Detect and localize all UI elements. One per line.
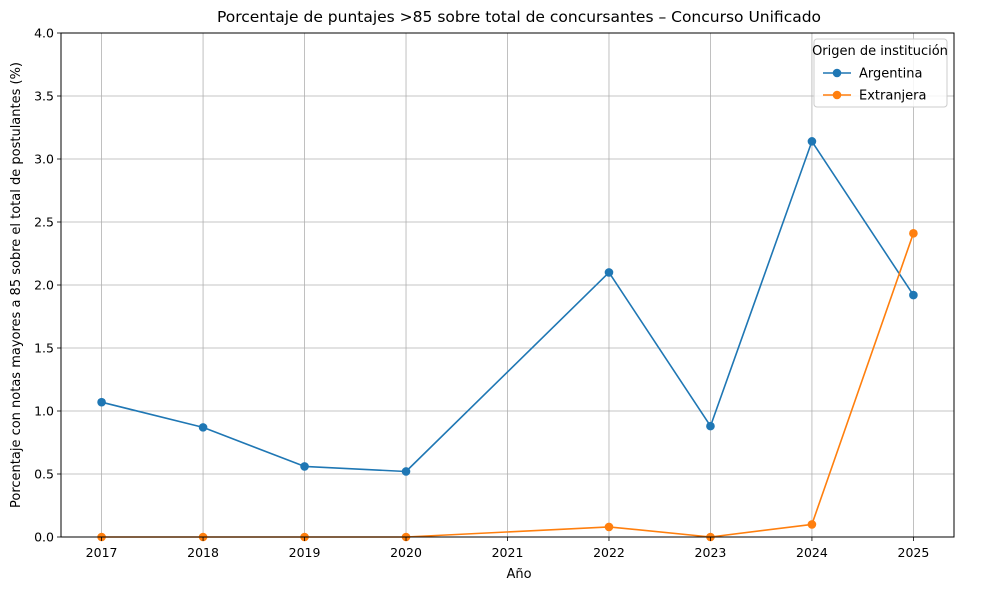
legend-title: Origen de institución xyxy=(812,44,948,59)
y-tick-label: 2.0 xyxy=(34,278,54,293)
y-axis: 0.0 0.5 1.0 1.5 2.0 2.5 3.0 3.5 4.0 xyxy=(34,26,61,545)
x-tick-label: 2024 xyxy=(796,545,828,560)
x-axis-label: Año xyxy=(506,567,531,582)
legend-label-argentina: Argentina xyxy=(859,67,922,82)
y-tick-label: 1.5 xyxy=(34,341,54,356)
y-tick-label: 2.5 xyxy=(34,215,54,230)
y-tick-label: 3.5 xyxy=(34,89,54,104)
grid-lines xyxy=(61,32,954,538)
y-tick-label: 3.0 xyxy=(34,152,54,167)
data-point-argentina xyxy=(97,397,106,407)
data-point-extranjera xyxy=(604,522,614,532)
legend-label-extranjera: Extranjera xyxy=(859,89,926,104)
y-tick-label: 0.0 xyxy=(34,530,54,545)
x-tick-label: 2018 xyxy=(187,545,219,560)
chart-title: Porcentaje de puntajes >85 sobre total d… xyxy=(217,8,821,26)
data-point-argentina xyxy=(807,137,817,146)
x-tick-label: 2025 xyxy=(898,545,930,560)
x-tick-label: 2022 xyxy=(593,545,625,560)
x-tick-label: 2017 xyxy=(86,545,118,560)
data-point-argentina xyxy=(604,268,614,277)
x-tick-label: 2019 xyxy=(289,545,321,560)
x-tick-label: 2021 xyxy=(492,545,524,560)
legend-box xyxy=(813,38,948,108)
legend: Origen de institución Argentina Extranjer… xyxy=(812,38,948,108)
legend-marker-argentina xyxy=(832,68,842,78)
data-point-argentina xyxy=(198,423,208,432)
y-tick-label: 0.5 xyxy=(34,467,54,482)
x-axis: 2017 2018 2019 2020 2021 2022 2023 2024 2025 xyxy=(86,537,930,560)
y-tick-label: 1.0 xyxy=(34,404,54,419)
data-point-argentina xyxy=(300,462,309,471)
y-tick-label: 4.0 xyxy=(34,26,54,41)
data-point-extranjera xyxy=(807,520,817,529)
data-point-extranjera xyxy=(909,229,918,238)
x-tick-label: 2020 xyxy=(390,545,422,560)
data-point-argentina xyxy=(706,421,715,431)
data-point-argentina xyxy=(401,467,411,476)
series-line-argentina xyxy=(101,140,915,473)
data-point-argentina xyxy=(909,290,918,300)
x-tick-label: 2023 xyxy=(695,545,727,560)
legend-marker-extranjera xyxy=(832,90,842,100)
y-axis-label: Porcentaje con notas mayores a 85 sobre … xyxy=(9,62,24,508)
